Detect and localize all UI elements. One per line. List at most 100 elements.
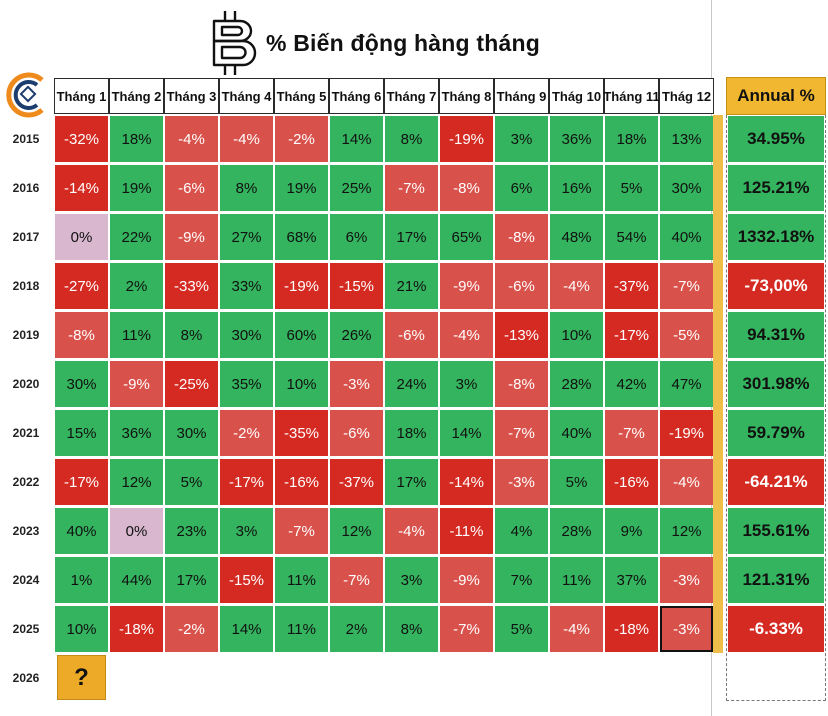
heatmap-cell-2023-m3: 23% — [165, 508, 218, 554]
heatmap-cell-2016-m2: 19% — [110, 165, 163, 211]
month-header-1: Tháng 1 — [54, 78, 109, 114]
annual-value-2023: 155.61% — [728, 508, 824, 554]
heatmap-cell-2021-m3: 30% — [165, 410, 218, 456]
heatmap-cell-2022-m8: -14% — [440, 459, 493, 505]
heatmap-cell-2018-m10: -4% — [550, 263, 603, 309]
year-label-2021: 2021 — [12, 426, 40, 440]
heatmap-cell-2020-m11: 42% — [605, 361, 658, 407]
heatmap-cell-2025-m3: -2% — [165, 606, 218, 652]
heatmap-cell-2020-m3: -25% — [165, 361, 218, 407]
heatmap-cell-2019-m12: -5% — [660, 312, 713, 358]
heatmap-cell-2021-m10: 40% — [550, 410, 603, 456]
heatmap-cell-2015-m10: 36% — [550, 116, 603, 162]
month-header-8: Tháng 8 — [439, 78, 494, 114]
heatmap-cell-2016-m5: 19% — [275, 165, 328, 211]
heatmap-cell-2017-m12: 40% — [660, 214, 713, 260]
heatmap-cell-2024-m2: 44% — [110, 557, 163, 603]
annual-value-2019: 94.31% — [728, 312, 824, 358]
annual-value-2022: -64.21% — [728, 459, 824, 505]
month-header-2: Tháng 2 — [109, 78, 164, 114]
heatmap-cell-2019-m8: -4% — [440, 312, 493, 358]
heatmap-cell-2021-m8: 14% — [440, 410, 493, 456]
heatmap-cell-2023-m7: -4% — [385, 508, 438, 554]
annual-value-2025: -6.33% — [728, 606, 824, 652]
heatmap-cell-2017-m2: 22% — [110, 214, 163, 260]
heatmap-cell-2018-m3: -33% — [165, 263, 218, 309]
heatmap-cell-2018-m1: -27% — [55, 263, 108, 309]
month-header-3: Tháng 3 — [164, 78, 219, 114]
heatmap-cell-2017-m9: -8% — [495, 214, 548, 260]
heatmap-cell-2016-m12: 30% — [660, 165, 713, 211]
heatmap-cell-2025-m4: 14% — [220, 606, 273, 652]
pending-year-marker: ? — [57, 655, 106, 700]
grid-edge-line — [711, 0, 712, 716]
heatmap-cell-2021-m1: 15% — [55, 410, 108, 456]
month-header-10: Thág 10 — [549, 78, 604, 114]
heatmap-cell-2015-m6: 14% — [330, 116, 383, 162]
heatmap-cell-2021-m9: -7% — [495, 410, 548, 456]
heatmap-cell-2020-m4: 35% — [220, 361, 273, 407]
heatmap-cell-2018-m4: 33% — [220, 263, 273, 309]
heatmap-cell-2017-m3: -9% — [165, 214, 218, 260]
heatmap-cell-2025-m5: 11% — [275, 606, 328, 652]
heatmap-cell-2024-m5: 11% — [275, 557, 328, 603]
heatmap-cell-2017-m11: 54% — [605, 214, 658, 260]
year-label-2020: 2020 — [12, 377, 40, 391]
annual-column-frame — [726, 115, 826, 701]
heatmap-cell-2025-m11: -18% — [605, 606, 658, 652]
heatmap-cell-2019-m1: -8% — [55, 312, 108, 358]
heatmap-cell-2023-m10: 28% — [550, 508, 603, 554]
year-label-2024: 2024 — [12, 573, 40, 587]
heatmap-cell-2022-m10: 5% — [550, 459, 603, 505]
heatmap-cell-2025-m9: 5% — [495, 606, 548, 652]
heatmap-cell-2017-m5: 68% — [275, 214, 328, 260]
heatmap-cell-2020-m5: 10% — [275, 361, 328, 407]
heatmap-cell-2024-m9: 7% — [495, 557, 548, 603]
year-label-2025: 2025 — [12, 622, 40, 636]
heatmap-cell-2020-m2: -9% — [110, 361, 163, 407]
heatmap-cell-2017-m6: 6% — [330, 214, 383, 260]
heatmap-cell-2023-m1: 40% — [55, 508, 108, 554]
heatmap-cell-2022-m1: -17% — [55, 459, 108, 505]
heatmap-cell-2019-m4: 30% — [220, 312, 273, 358]
heatmap-cell-2024-m7: 3% — [385, 557, 438, 603]
heatmap-cell-2021-m2: 36% — [110, 410, 163, 456]
heatmap-cell-2023-m12: 12% — [660, 508, 713, 554]
heatmap-cell-2015-m9: 3% — [495, 116, 548, 162]
heatmap-cell-2021-m12: -19% — [660, 410, 713, 456]
heatmap-cell-2025-m6: 2% — [330, 606, 383, 652]
heatmap-cell-2019-m11: -17% — [605, 312, 658, 358]
month-header-6: Tháng 6 — [329, 78, 384, 114]
year-label-2018: 2018 — [12, 279, 40, 293]
heatmap-cell-2024-m6: -7% — [330, 557, 383, 603]
heatmap-cell-2019-m10: 10% — [550, 312, 603, 358]
annual-header: Annual % — [726, 77, 826, 115]
heatmap-cell-2023-m11: 9% — [605, 508, 658, 554]
heatmap-cell-2023-m5: -7% — [275, 508, 328, 554]
heatmap-cell-2018-m5: -19% — [275, 263, 328, 309]
heatmap-cell-2020-m1: 30% — [55, 361, 108, 407]
heatmap-cell-2015-m5: -2% — [275, 116, 328, 162]
heatmap-cell-2024-m12: -3% — [660, 557, 713, 603]
heatmap-cell-2016-m11: 5% — [605, 165, 658, 211]
heatmap-cell-2017-m10: 48% — [550, 214, 603, 260]
heatmap-cell-2023-m2: 0% — [110, 508, 163, 554]
year-label-2022: 2022 — [12, 475, 40, 489]
chart-title-text: % Biến động hàng tháng — [266, 29, 540, 56]
heatmap-cell-2018-m8: -9% — [440, 263, 493, 309]
heatmap-cell-2020-m9: -8% — [495, 361, 548, 407]
heatmap-cell-2016-m4: 8% — [220, 165, 273, 211]
heatmap-cell-2022-m12: -4% — [660, 459, 713, 505]
heatmap-cell-2020-m10: 28% — [550, 361, 603, 407]
heatmap-cell-2020-m12: 47% — [660, 361, 713, 407]
year-label-2026: 2026 — [12, 671, 40, 685]
heatmap-cell-2025-m2: -18% — [110, 606, 163, 652]
annual-value-2021: 59.79% — [728, 410, 824, 456]
heatmap-cell-2021-m4: -2% — [220, 410, 273, 456]
heatmap-cell-2017-m4: 27% — [220, 214, 273, 260]
heatmap-cell-2021-m7: 18% — [385, 410, 438, 456]
month-header-11: Tháng 11 — [603, 78, 660, 114]
heatmap-cell-2022-m5: -16% — [275, 459, 328, 505]
heatmap-cell-2024-m11: 37% — [605, 557, 658, 603]
heatmap-cell-2020-m6: -3% — [330, 361, 383, 407]
